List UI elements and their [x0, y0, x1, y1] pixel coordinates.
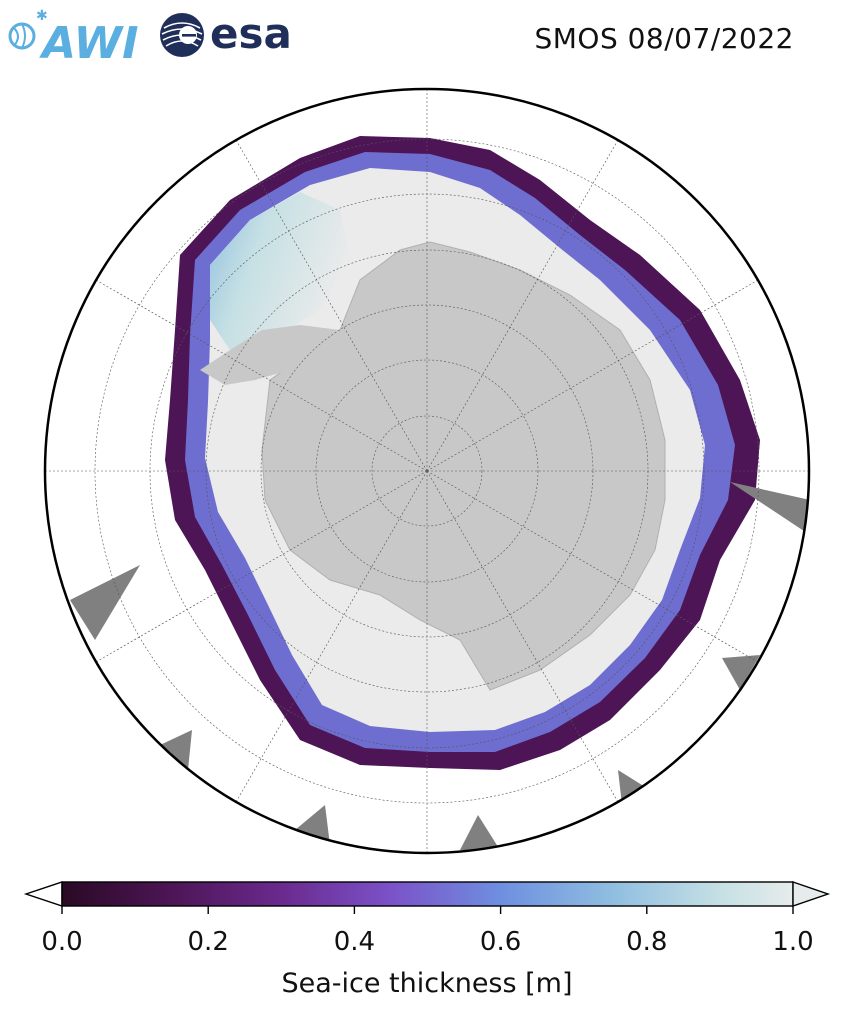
esa-logo: esa [160, 9, 292, 58]
colorbar-tick-label: 0.8 [626, 927, 667, 957]
esa-logo-text: esa [210, 9, 292, 58]
map-boundary [43, 87, 811, 855]
missing-data-wedge [722, 655, 760, 690]
esa-emblem-icon [160, 13, 204, 57]
missing-data-wedge [730, 482, 809, 535]
missing-data-wedge [460, 815, 500, 850]
colorbar-extend-low [23, 881, 63, 907]
colorbar-tick-label: 0.2 [188, 927, 229, 957]
colorbar-extend-high [792, 881, 831, 907]
awi-logo-text: AWI [39, 18, 139, 64]
antarctic-peninsula [200, 325, 340, 385]
colorbar: 0.0 0.2 0.4 0.6 0.8 1.0 Sea-ice thickness [m] [23, 881, 831, 999]
page-title: SMOS 08/07/2022 [534, 22, 794, 55]
svg-text:✱: ✱ [36, 8, 48, 24]
colorbar-tick-label: 0.4 [334, 927, 375, 957]
colorbar-label: Sea-ice thickness [m] [281, 968, 572, 999]
antarctica-land [261, 241, 666, 691]
header: ✱ AWI esa SMOS 08/07/2022 [0, 0, 854, 80]
colorbar-tick-label: 0.0 [41, 927, 82, 957]
colorbar-body [61, 881, 794, 907]
missing-data-wedge [295, 805, 330, 845]
colorbar-tick-label: 0.6 [480, 927, 521, 957]
missing-data-wedge [160, 730, 192, 770]
missing-data-wedge [70, 565, 140, 640]
weddell-sea-ice [210, 192, 350, 350]
awi-logo: ✱ AWI [8, 8, 139, 64]
colorbar-ticks: 0.0 0.2 0.4 0.6 0.8 1.0 [41, 906, 814, 957]
sea-ice-map [43, 87, 811, 855]
colorbar-tick-label: 1.0 [772, 927, 813, 957]
